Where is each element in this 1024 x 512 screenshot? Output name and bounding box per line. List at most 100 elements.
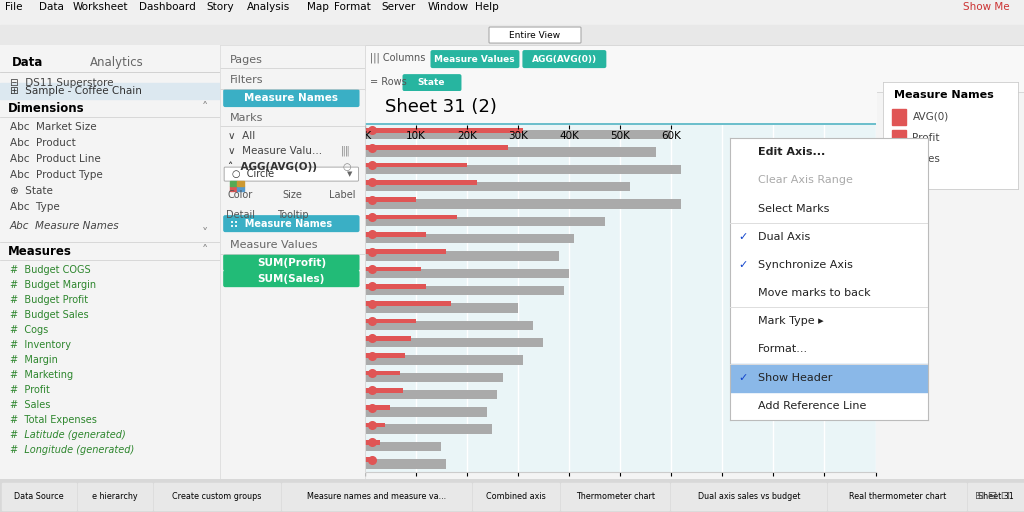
Text: Measure Values: Measure Values [434,55,515,63]
Bar [892,152,905,168]
Text: Filters: Filters [230,75,264,85]
Text: ˄: ˄ [202,244,208,257]
Text: Sheet 31: Sheet 31 [978,493,1014,501]
Bar [365,128,523,133]
Text: Dashboard: Dashboard [139,2,197,12]
Text: ||| Columns: ||| Columns [370,53,425,63]
Text: #  Profit: # Profit [10,385,50,395]
Bar [365,267,421,271]
Text: ‖‖: ‖‖ [341,146,350,156]
Bar [230,186,238,191]
Bar [365,145,508,150]
Text: #  Budget COGS: # Budget COGS [10,265,91,275]
Bar [365,130,671,139]
Bar [365,405,390,410]
Text: #  Longitude (generated): # Longitude (generated) [10,445,134,455]
Text: Entire View: Entire View [509,31,560,39]
Text: Combined axis: Combined axis [486,493,546,501]
Bar [365,353,406,358]
Text: Worksheet: Worksheet [73,2,128,12]
Text: Dual axis sales vs budget: Dual axis sales vs budget [697,493,800,501]
Text: Measure names and measure va...: Measure names and measure va... [307,493,446,501]
Bar [730,364,928,392]
Bar [365,249,446,254]
Bar [365,232,426,237]
Bar [473,483,559,510]
Text: ○: ○ [342,162,350,172]
Bar [828,483,966,510]
Text: Format...: Format... [758,345,808,354]
Text: SUM(Sales): SUM(Sales) [258,274,325,284]
Bar [230,181,238,186]
Bar [365,197,416,202]
Bar [238,181,244,186]
Text: AGG(AVG(0)): AGG(AVG(0)) [531,55,597,63]
Text: SUM(Profit): SUM(Profit) [257,258,326,268]
Bar [968,483,1024,510]
Text: Abc  Type: Abc Type [10,202,59,212]
Text: Analytics: Analytics [90,56,143,69]
FancyBboxPatch shape [430,50,519,68]
Text: Marks: Marks [230,113,263,123]
Bar [365,373,503,382]
Text: Analysis: Analysis [247,2,290,12]
Bar [672,483,826,510]
Text: ✓: ✓ [738,232,748,242]
Bar [365,163,467,167]
Bar [365,284,426,289]
Bar [365,371,400,375]
Text: Format: Format [334,2,371,12]
Text: Window: Window [428,2,469,12]
Text: #  Budget Margin: # Budget Margin [10,280,96,290]
Bar [365,459,446,468]
Text: ⊞ ⊟ ⊡: ⊞ ⊟ ⊡ [975,491,1010,501]
Text: = Rows: = Rows [370,77,407,87]
Text: Add Reference Line: Add Reference Line [758,401,866,411]
Bar [365,164,681,174]
Text: ˄  AGG(AVG(O)): ˄ AGG(AVG(O)) [228,162,317,173]
Text: Select Marks: Select Marks [758,204,829,214]
Text: ˄: ˄ [202,100,208,114]
Text: AVG(0): AVG(0) [523,107,564,120]
Text: AVG(0): AVG(0) [912,111,948,121]
Bar [365,442,441,452]
Text: Abc  Market Size: Abc Market Size [10,122,96,132]
Text: Profit: Profit [912,133,940,143]
Bar [365,422,385,428]
Bar [0,25,1024,45]
FancyBboxPatch shape [223,215,359,232]
Text: Real thermometer chart: Real thermometer chart [849,493,946,501]
Text: Measures: Measures [8,245,72,258]
Bar [365,388,402,393]
Bar [561,483,670,510]
Text: Abc  Measure Names: Abc Measure Names [10,221,120,231]
Bar [365,303,518,313]
Text: #  Budget Sales: # Budget Sales [10,310,89,320]
Text: ⊕  State: ⊕ State [10,186,53,196]
Bar [892,109,905,125]
Text: Label: Label [330,190,355,200]
Text: Create custom groups: Create custom groups [172,493,261,501]
Text: Data Source: Data Source [14,493,63,501]
Text: ○  Circle: ○ Circle [232,169,274,179]
Text: Sales: Sales [912,154,940,164]
Text: Dimensions: Dimensions [8,101,85,115]
Bar [365,440,380,445]
Bar [365,318,416,324]
Text: ⊟  DS11 Superstore: ⊟ DS11 Superstore [10,78,114,88]
Text: Abc  Product Type: Abc Product Type [10,170,102,180]
Bar [2,483,76,510]
Text: #  Sales: # Sales [10,400,50,410]
Bar [365,268,569,278]
Text: Server: Server [381,2,416,12]
Bar [365,336,411,340]
Text: Pages: Pages [230,55,263,65]
FancyBboxPatch shape [224,167,358,181]
Text: Measure Names: Measure Names [894,90,993,100]
Text: #  Total Expenses: # Total Expenses [10,415,97,425]
FancyBboxPatch shape [223,270,359,287]
Text: Data: Data [12,56,43,69]
Text: ⊞  Sample - Coffee Chain: ⊞ Sample - Coffee Chain [10,86,142,96]
Bar [365,457,370,462]
Bar [365,217,605,226]
